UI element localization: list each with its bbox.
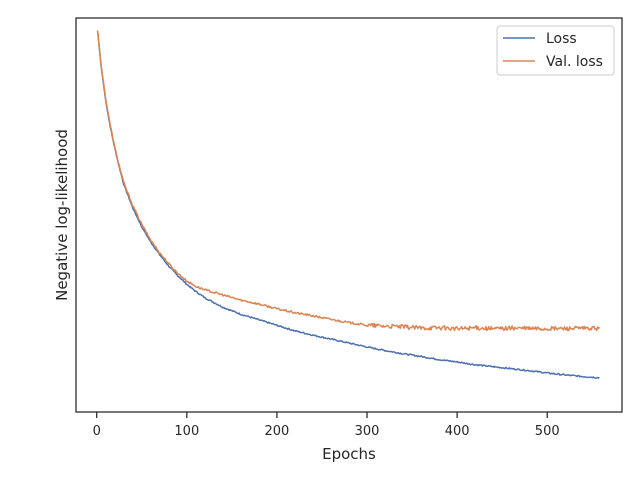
x-tick-label: 200 <box>265 424 290 439</box>
x-tick-label: 400 <box>445 424 470 439</box>
series-line-val-loss <box>96 30 601 332</box>
plot-frame <box>75 17 623 413</box>
x-tick-label: 300 <box>355 424 380 439</box>
x-tick-label: 500 <box>535 424 560 439</box>
x-axis-label: Epochs <box>322 445 376 463</box>
legend-label-loss: Loss <box>546 31 577 47</box>
legend-label-val-loss: Val. loss <box>546 54 603 70</box>
x-tick-label: 0 <box>93 424 101 439</box>
x-tick-label: 100 <box>174 424 199 439</box>
series-line-loss <box>96 31 600 379</box>
legend: Loss Val. loss <box>496 25 615 76</box>
x-axis-ticks: 0 100 200 300 400 500 <box>93 412 560 439</box>
y-axis-label: Negative log-likelihood <box>53 129 71 301</box>
series-layer <box>96 30 601 379</box>
